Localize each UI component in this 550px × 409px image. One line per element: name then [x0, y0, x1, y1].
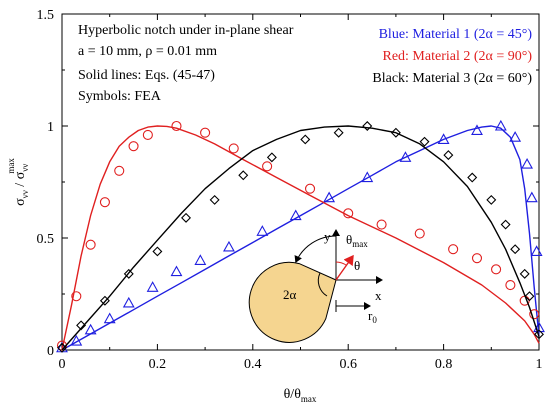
data-point-black: [467, 172, 478, 183]
data-point-red: [99, 197, 110, 208]
tick-labels: 0 0.2 0.4 0.6 0.8 1 0 0.5 1 1.5: [37, 8, 543, 372]
inset-y-label: y: [324, 229, 331, 244]
data-point-black: [333, 127, 344, 138]
data-point-red: [228, 143, 239, 154]
notch-diagram: y x θmax θ 2α r0: [248, 229, 383, 343]
notch-body: [248, 261, 337, 343]
data-point-blue: [471, 124, 483, 136]
data-point-red: [304, 183, 316, 194]
data-point-blue: [437, 133, 450, 144]
data-point-black: [300, 134, 311, 145]
x-tick-label: 0.6: [339, 357, 357, 372]
y-tick-label: 1: [47, 120, 54, 135]
y-tick-label: 1.5: [37, 8, 55, 23]
data-point-red: [142, 129, 153, 141]
data-point-black: [266, 152, 277, 163]
data-point-blue: [494, 119, 507, 131]
data-point-blue: [289, 209, 302, 221]
inset-x-label: x: [375, 288, 382, 303]
legend-black: Black: Material 3 (2α = 60°): [372, 71, 532, 86]
y-tick-label: 0.5: [37, 232, 55, 247]
data-point-red: [343, 208, 354, 219]
data-point-blue: [521, 157, 534, 169]
theta-arc: [335, 261, 347, 266]
series-line-blue: [61, 125, 540, 351]
data-point-red: [471, 253, 483, 264]
data-point-red: [414, 228, 425, 239]
inset-theta-label: θ: [354, 258, 360, 273]
data-point-black: [181, 212, 191, 223]
data-point-blue: [361, 171, 374, 183]
annotation-title: Hyperbolic notch under in-plane shear: [78, 23, 294, 38]
inset-r0-label: r0: [368, 308, 377, 325]
data-point-black: [534, 329, 544, 340]
theta-max-arc: [294, 235, 337, 264]
data-point-black: [209, 194, 220, 205]
data-point-black: [390, 127, 401, 138]
series-line-black: [61, 125, 540, 351]
data-point-black: [362, 121, 373, 131]
axis-ticks: [61, 13, 540, 351]
data-point-blue: [509, 131, 522, 142]
data-point-red: [128, 141, 139, 152]
data-point-red: [491, 264, 502, 275]
data-point-blue: [256, 225, 269, 236]
theta-ray: [335, 254, 354, 281]
data-point-blue: [84, 323, 97, 335]
data-point-red: [505, 279, 516, 291]
alpha-arc: [317, 272, 328, 297]
data-point-red: [71, 291, 82, 302]
data-point-blue: [223, 240, 235, 252]
data-point-red: [171, 120, 182, 132]
series-group: [56, 119, 545, 353]
data-point-red: [262, 161, 273, 172]
data-point-blue: [525, 191, 538, 203]
data-point-blue: [530, 245, 543, 256]
data-point-blue: [70, 334, 83, 346]
data-point-black: [486, 194, 497, 205]
data-point-black: [99, 295, 110, 306]
data-point-blue: [399, 151, 412, 162]
data-point-black: [443, 150, 454, 161]
data-point-black: [238, 170, 249, 181]
data-point-blue: [122, 296, 135, 308]
data-point-black: [57, 342, 67, 353]
annotation-lines: Solid lines: Eqs. (45-47): [78, 68, 215, 83]
x-tick-label: 0.4: [244, 357, 262, 372]
data-point-black: [76, 320, 87, 331]
data-point-red: [114, 165, 125, 176]
data-point-red: [85, 239, 96, 250]
x-tick-label: 1: [536, 357, 543, 372]
data-point-red: [448, 244, 459, 255]
annotation-symbols: Symbols: FEA: [78, 89, 162, 104]
annotation-params: a = 10 mm, ρ = 0.01 mm: [78, 44, 217, 59]
data-point-black: [510, 244, 521, 255]
x-axis-label: θ/θmax: [284, 387, 317, 404]
x-tick-label: 0: [59, 357, 66, 372]
inset-alpha-label: 2α: [283, 287, 297, 302]
legend-blue: Blue: Material 1 (2α = 45°): [379, 27, 533, 42]
inset-theta-max-label: θmax: [346, 232, 368, 249]
data-point-black: [419, 136, 430, 147]
x-tick-label: 0.2: [149, 357, 167, 372]
y-axis-label: σνν / σννmax: [6, 158, 30, 206]
data-point-blue: [146, 281, 159, 292]
data-point-blue: [170, 265, 183, 277]
data-point-blue: [323, 191, 336, 203]
data-point-black: [519, 268, 530, 279]
legend-red: Red: Material 2 (2α = 90°): [382, 49, 532, 64]
data-point-blue: [194, 254, 207, 265]
data-point-black: [500, 219, 511, 230]
y-tick-label: 0: [47, 344, 54, 359]
data-point-red: [529, 309, 540, 320]
series-line-red: [61, 125, 540, 351]
data-point-black: [152, 246, 163, 257]
data-point-black: [524, 291, 535, 302]
data-point-black: [123, 268, 134, 279]
data-point-red: [376, 219, 387, 230]
data-point-blue: [103, 312, 116, 324]
x-tick-label: 0.8: [435, 357, 453, 372]
data-point-red: [200, 127, 211, 138]
